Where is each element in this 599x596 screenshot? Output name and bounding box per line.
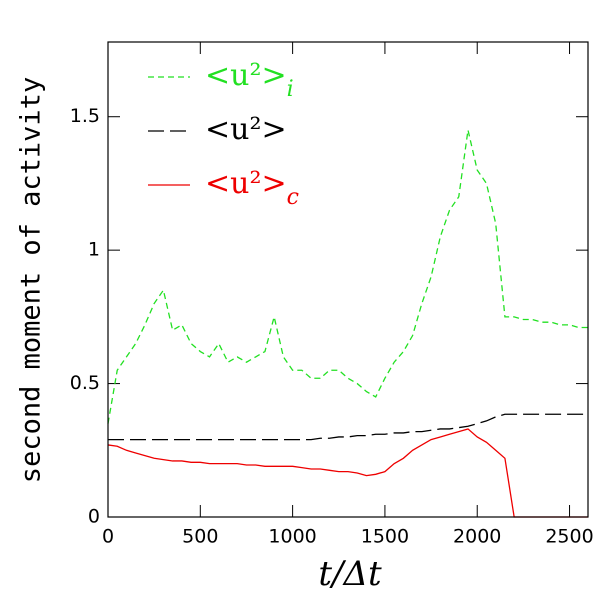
x-tick-label: 2500 (545, 526, 593, 548)
legend-label: <u²>i (205, 58, 294, 102)
x-tick-label: 0 (102, 526, 114, 548)
x-tick-label: 1000 (268, 526, 316, 548)
y-tick-label: 0 (88, 506, 100, 528)
y-tick-label: 0.5 (70, 372, 100, 394)
x-axis-label: t/Δt (318, 554, 382, 594)
x-tick-label: 2000 (453, 526, 501, 548)
x-tick-label: 500 (182, 526, 218, 548)
y-tick-label: 1 (88, 239, 100, 261)
line-series (107, 129, 588, 424)
legend-label: <u²>c (205, 166, 299, 210)
y-axis-label: second moment of activity (16, 77, 47, 483)
line-series (108, 413, 588, 441)
y-tick-label: 1.5 (70, 105, 100, 127)
plot-frame (107, 41, 589, 518)
legend-label: <u²> (205, 112, 287, 147)
x-tick-label: 1500 (361, 526, 409, 548)
line-series (107, 428, 588, 518)
